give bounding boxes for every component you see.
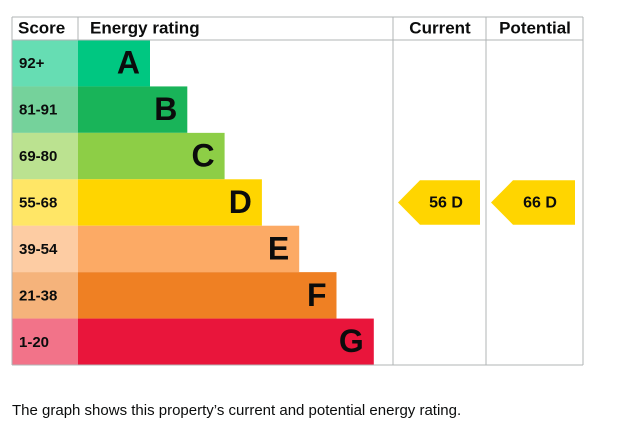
potential-header: Potential xyxy=(499,18,571,37)
score-range: 69-80 xyxy=(19,148,57,165)
rating-bar xyxy=(78,225,300,273)
current-header: Current xyxy=(409,18,471,37)
score-cell xyxy=(12,40,78,87)
score-cell xyxy=(12,132,78,180)
rating-bar xyxy=(78,86,188,133)
score-range: 55-68 xyxy=(19,194,57,211)
score-range: 21-38 xyxy=(19,287,57,304)
rating-letter: B xyxy=(154,91,177,127)
score-cell xyxy=(12,179,78,226)
rating-letter: A xyxy=(117,45,140,81)
caption: The graph shows this property’s current … xyxy=(12,402,461,419)
rating-letter: E xyxy=(268,230,289,266)
rating-bar xyxy=(78,132,225,180)
rating-letter: F xyxy=(307,277,327,313)
potential-arrow xyxy=(491,180,575,225)
rating-bar xyxy=(78,179,262,226)
score-cell xyxy=(12,225,78,273)
rating-bar xyxy=(78,318,374,365)
current-arrow xyxy=(398,180,480,225)
score-range: 1-20 xyxy=(19,334,49,351)
score-cell xyxy=(12,86,78,133)
score-range: 39-54 xyxy=(19,241,58,258)
rating-bar xyxy=(78,40,150,87)
score-cell xyxy=(12,272,78,319)
rating-letter: C xyxy=(191,138,214,174)
potential-rating: 66 D xyxy=(523,195,557,212)
score-header: Score xyxy=(18,18,65,37)
score-cell xyxy=(12,318,78,365)
rating-letter: D xyxy=(229,184,252,220)
rating-header: Energy rating xyxy=(90,18,200,37)
score-range: 92+ xyxy=(19,55,45,72)
current-rating: 56 D xyxy=(429,195,463,212)
rating-bar xyxy=(78,272,337,319)
rating-letter: G xyxy=(339,323,364,359)
score-range: 81-91 xyxy=(19,102,57,119)
